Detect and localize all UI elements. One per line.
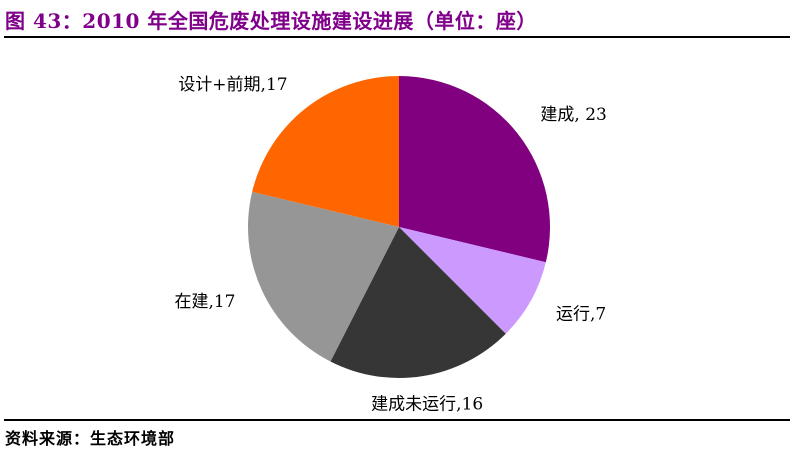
title-divider-line <box>4 36 790 38</box>
pie-slice-built-not-running <box>330 227 506 378</box>
pie-label-running: 运行,7 <box>556 305 606 325</box>
pie-slice-running <box>399 227 546 334</box>
pie-label-under-construction: 在建,17 <box>174 292 235 312</box>
pie-label-design-preliminary: 设计+前期,17 <box>178 75 287 95</box>
pie-slice-built <box>399 76 551 263</box>
pie-label-built-not-running: 建成未运行,16 <box>371 394 483 414</box>
figure-source: 资料来源：生态环境部 <box>5 429 176 448</box>
pie-label-built: 建成, 23 <box>540 105 606 125</box>
pie-slice-under-construction <box>247 191 399 362</box>
pie-slice-design-preliminary <box>252 76 399 227</box>
source-divider-line <box>4 419 790 421</box>
figure-title: 图 43：2010 年全国危废处理设施建设进展（单位：座） <box>5 9 537 33</box>
